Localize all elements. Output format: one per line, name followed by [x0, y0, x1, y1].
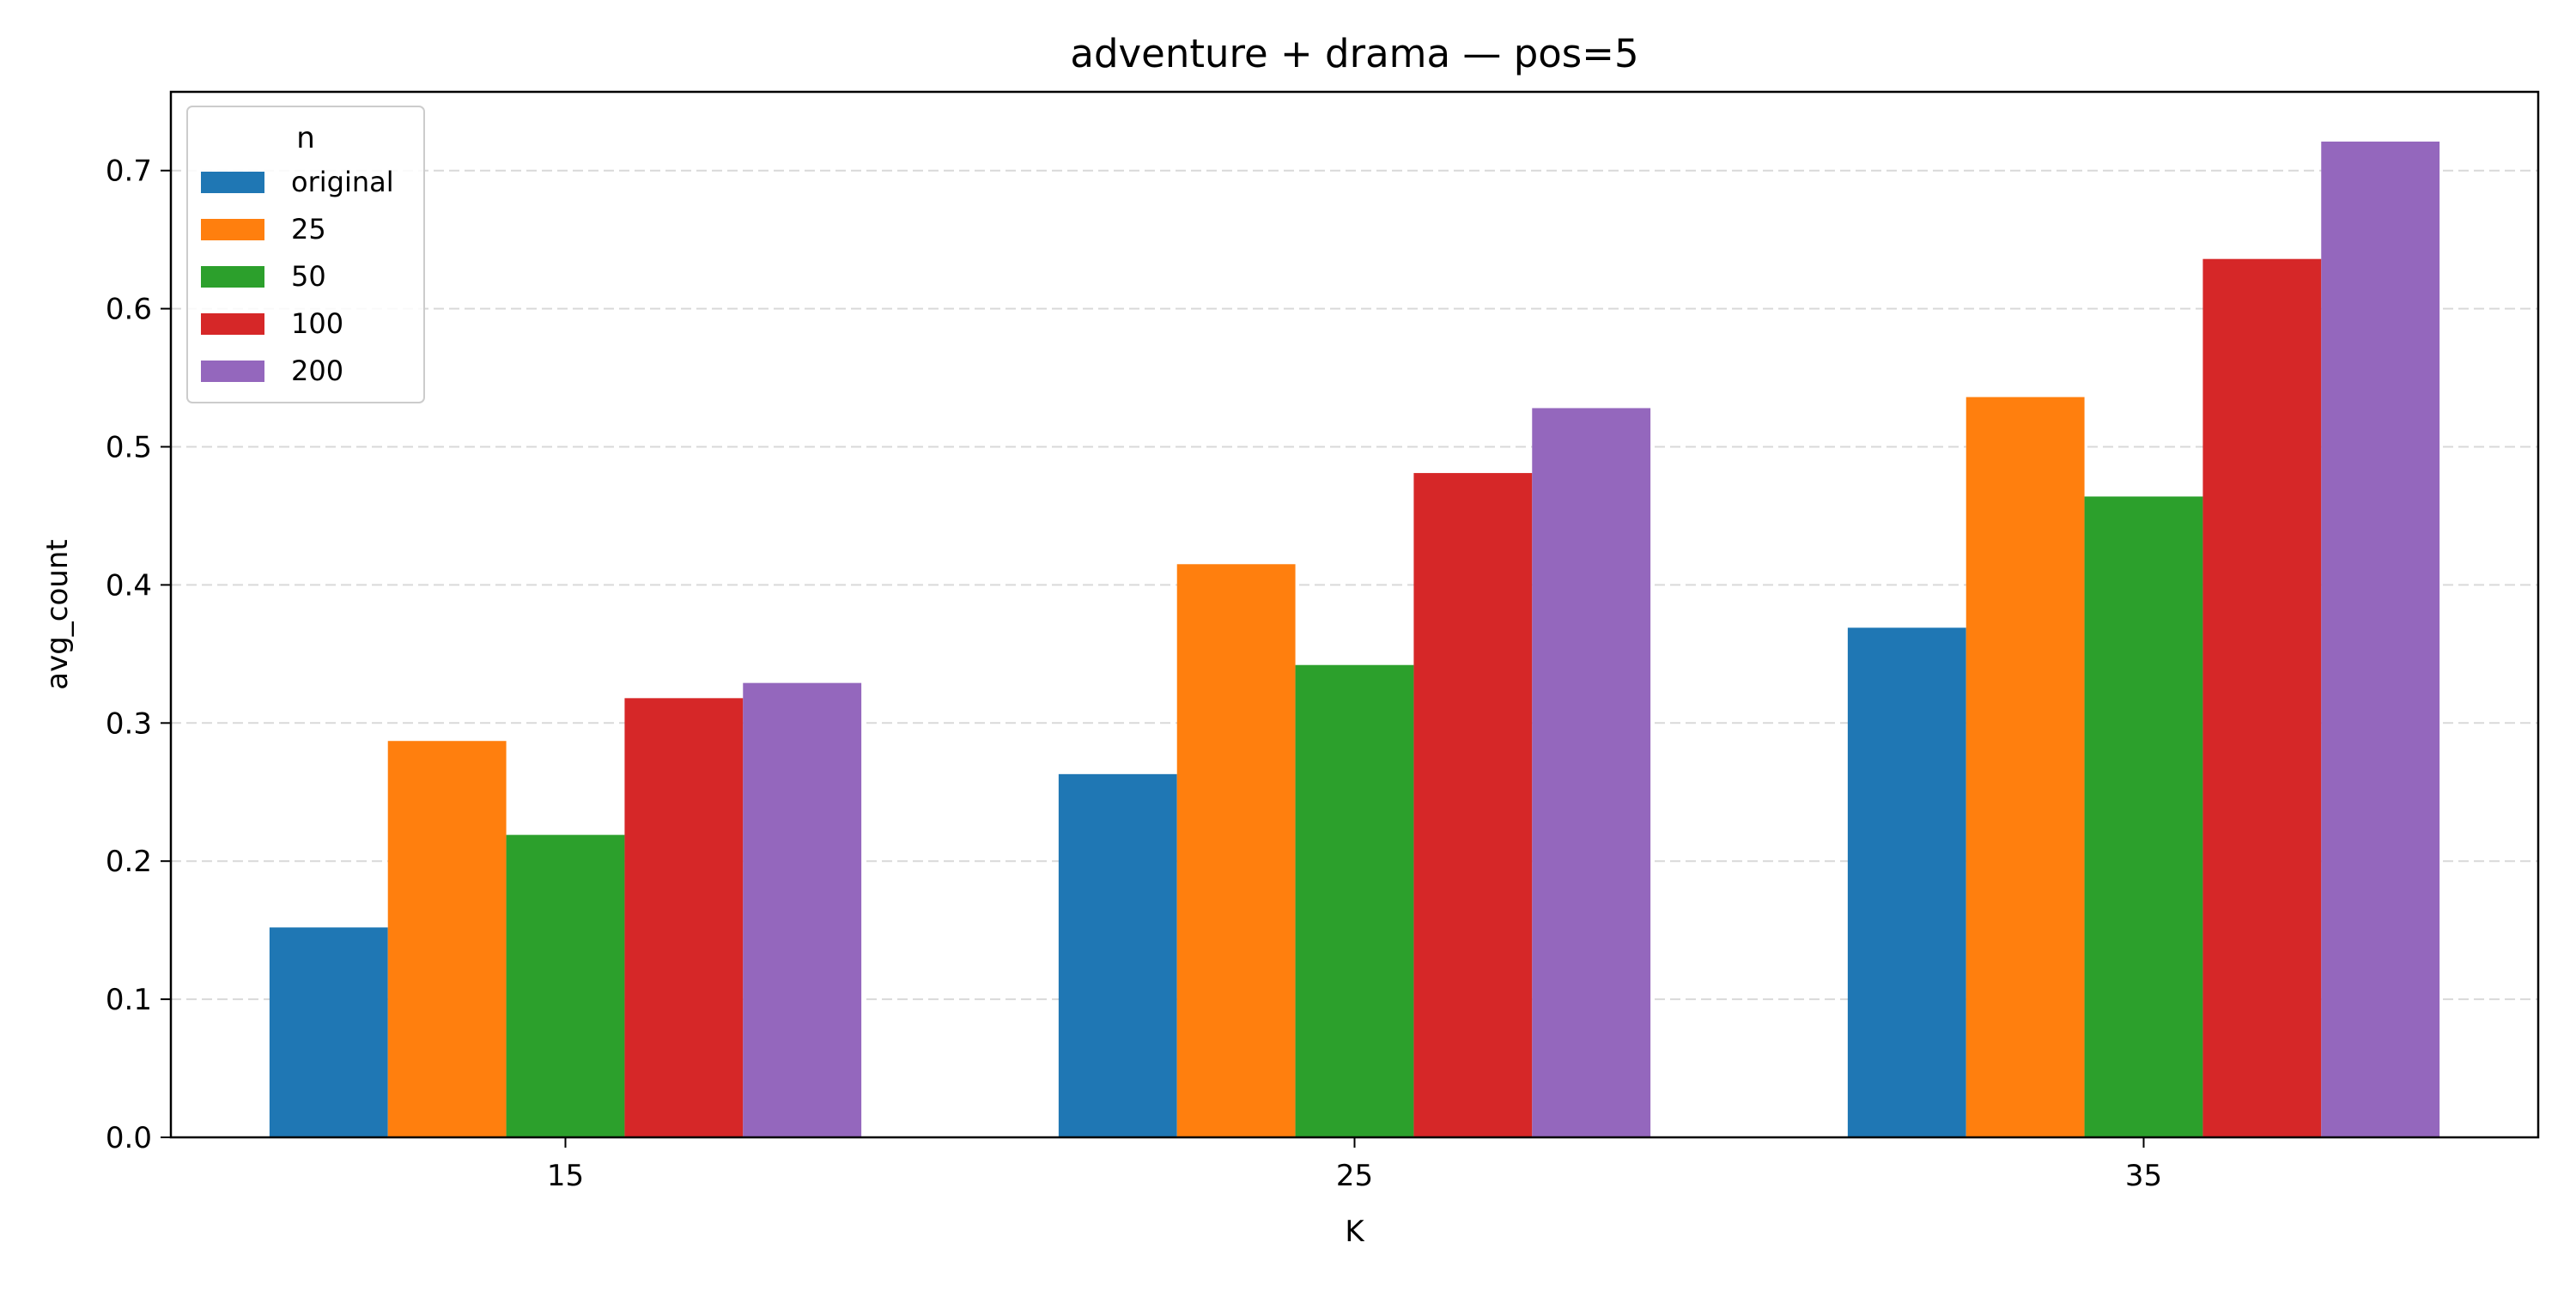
x-tick-label: 15	[547, 1159, 584, 1193]
bar-25-15	[387, 741, 507, 1137]
chart-title: adventure + drama — pos=5	[1070, 31, 1638, 76]
bar-50-25	[1295, 664, 1414, 1137]
bar-25-35	[1965, 397, 2085, 1137]
y-tick-label: 0.7	[106, 155, 152, 189]
bar-original-35	[1847, 627, 1966, 1137]
y-tick-label: 0.4	[106, 568, 152, 603]
legend-label-50: 50	[291, 260, 326, 293]
y-tick-label: 0.3	[106, 706, 152, 741]
y-tick-label: 0.6	[106, 293, 152, 327]
legend-title: n	[296, 121, 315, 155]
bars	[269, 141, 2440, 1138]
bar-100-25	[1413, 473, 1533, 1137]
bar-original-15	[269, 927, 388, 1137]
bar-200-35	[2321, 141, 2440, 1138]
legend-label-200: 200	[291, 355, 343, 387]
bar-200-15	[743, 682, 862, 1137]
legend-swatch-25	[201, 219, 264, 240]
legend-label-original: original	[291, 166, 394, 198]
x-tick-label: 35	[2125, 1159, 2162, 1193]
y-tick-label: 0.1	[106, 983, 152, 1017]
legend: n original 25 50 100 200	[186, 106, 425, 403]
legend-label-100: 100	[291, 307, 343, 340]
legend-swatch-100	[201, 313, 264, 335]
y-axis-label: avg_count	[40, 539, 75, 689]
y-axis: 0.0 0.1 0.2 0.3 0.4 0.5 0.6 0.7	[106, 155, 171, 1155]
bar-50-15	[506, 834, 625, 1137]
y-tick-label: 0.0	[106, 1121, 152, 1155]
legend-swatch-50	[201, 266, 264, 288]
bar-25-25	[1176, 564, 1296, 1137]
x-axis-label: K	[1345, 1215, 1365, 1249]
legend-label-25: 25	[291, 213, 326, 245]
bar-original-25	[1058, 773, 1177, 1137]
y-tick-label: 0.2	[106, 845, 152, 879]
x-axis: 15 25 35	[547, 1137, 2162, 1193]
bar-100-15	[624, 698, 744, 1137]
legend-swatch-200	[201, 361, 264, 382]
x-tick-label: 25	[1336, 1159, 1373, 1193]
legend-swatch-original	[201, 172, 264, 193]
y-tick-label: 0.5	[106, 431, 152, 465]
bar-200-25	[1532, 408, 1651, 1138]
bar-100-35	[2202, 258, 2322, 1138]
bar-50-35	[2084, 496, 2203, 1137]
